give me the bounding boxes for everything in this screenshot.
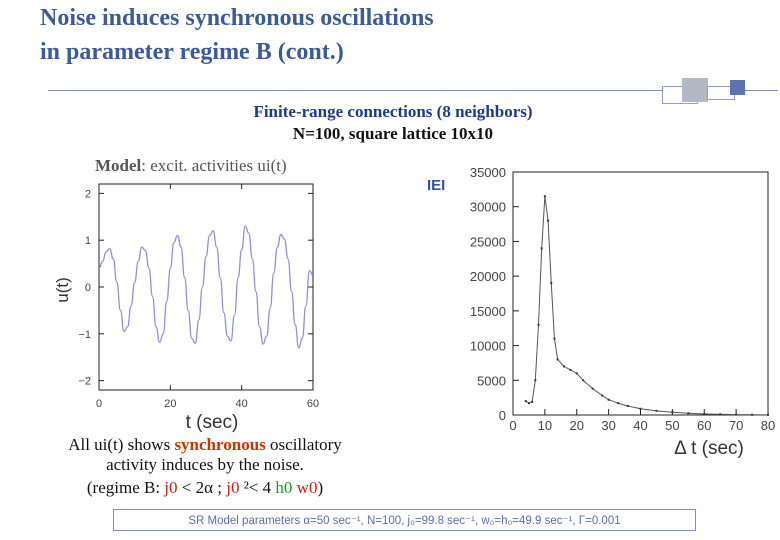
subtitle-lattice: N=100, square lattice 10x10: [292, 124, 494, 143]
iei-y-tick-label: 25000: [470, 234, 506, 249]
regime-open: (regime B:: [86, 478, 165, 497]
regime-j0-b: j0: [226, 478, 240, 497]
iei-data-point: [547, 219, 550, 222]
activity-y-tick-label: −1: [78, 329, 91, 341]
iei-data-point: [527, 402, 530, 405]
iei-data-point: [719, 413, 722, 416]
iei-data-point: [735, 413, 738, 416]
activity-plot-frame: [98, 183, 314, 391]
iei-data-point: [524, 400, 527, 403]
regime-close: ): [317, 478, 324, 497]
iei-data-point: [569, 368, 572, 371]
iei-chart: 0 5000 10000 15000 20000 25000 30000 35000 0 10 2…: [470, 165, 775, 459]
iei-data-point: [534, 379, 537, 382]
model-caption-rest: : excit. activities ui(t): [141, 156, 287, 175]
iei-data-point: [531, 400, 534, 403]
slide-title-line2: in parameter regime B (cont.): [40, 39, 344, 65]
iei-data-point: [626, 404, 629, 407]
iei-series-line: [525, 196, 769, 416]
iei-y-tick-label: 35000: [470, 165, 506, 180]
model-caption-bold: Model: [95, 156, 142, 175]
regime-w0: w0: [292, 478, 318, 497]
iei-data-point: [591, 387, 594, 390]
iei-data-point: [601, 394, 604, 397]
activity-x-tick-label: 20: [164, 398, 176, 410]
iei-x-tick-label: 10: [538, 418, 552, 433]
activity-y-tick-label: 0: [85, 282, 91, 294]
iei-data-point: [563, 365, 565, 368]
description-line1: All ui(t) shows synchronous oscillatory: [20, 435, 390, 455]
iei-x-tick-label: 80: [761, 418, 775, 433]
iei-data-point: [556, 358, 559, 361]
iei-data-point: [607, 398, 610, 401]
iei-y-tick-label: 20000: [470, 269, 506, 284]
iei-label: IEI: [427, 177, 446, 194]
synchronous-highlight: synchronous: [174, 435, 266, 454]
description-line1-end: oscillatory: [265, 435, 342, 454]
iei-data-point: [553, 337, 556, 340]
description-regime-condition: (regime B: j0 < 2α ; j0 ²< 4 h0 w0): [20, 478, 390, 498]
iei-data-point: [751, 413, 754, 416]
iei-data-point: [687, 412, 690, 415]
activity-y-tick-label: 1: [85, 235, 91, 247]
activity-y-axis-label: u(t): [53, 277, 72, 303]
activity-x-tick-label: 0: [96, 398, 102, 410]
regime-j0-a: j0: [164, 478, 178, 497]
iei-x-axis-label: Δ t (sec): [674, 438, 744, 459]
iei-data-point: [582, 379, 585, 382]
activity-x-tick-label: 60: [307, 398, 319, 410]
iei-data-point: [671, 411, 674, 414]
title-divider: [48, 90, 778, 91]
slide-title-line1: Noise induces synchronous oscillations: [40, 5, 434, 31]
description-line1-start: All ui(t) shows: [68, 435, 175, 454]
iei-x-tick-label: 70: [729, 418, 743, 433]
activity-y-tick-label: −2: [78, 376, 91, 388]
iei-x-tick-label: 0: [509, 418, 516, 433]
activity-series-line: [98, 225, 314, 349]
activity-chart: −2 −1 0 1 2 0 20 40 60 u(t) t (sec): [53, 183, 319, 433]
regime-condition-1: < 2α ;: [177, 478, 227, 497]
model-parameters-box: SR Model parameters α=50 sec⁻¹, N=100, j…: [113, 509, 696, 531]
iei-data-point: [703, 412, 706, 415]
iei-y-tick-label: 15000: [470, 304, 506, 319]
iei-data-point: [543, 195, 546, 198]
description-line2: activity induces by the noise.: [106, 455, 304, 474]
iei-x-tick-label: 20: [570, 418, 584, 433]
iei-x-tick-label: 50: [665, 418, 679, 433]
iei-y-tick-label: 5000: [477, 373, 506, 388]
subtitle-connections: Finite-range connections (8 neighbors): [253, 102, 533, 121]
iei-data-point: [655, 409, 658, 412]
iei-x-tick-label: 30: [601, 418, 615, 433]
iei-data-point: [537, 323, 540, 326]
model-caption: Model: excit. activities ui(t): [95, 156, 287, 176]
iei-data-point: [575, 372, 578, 375]
iei-y-tick-label: 0: [499, 408, 506, 423]
deco-square-blue: [730, 80, 745, 95]
iei-x-tick-label: 40: [633, 418, 647, 433]
iei-data-point: [540, 247, 543, 250]
regime-h0: h0: [275, 478, 293, 497]
iei-data-point: [639, 407, 642, 410]
iei-data-point: [617, 402, 620, 405]
iei-data-point: [767, 413, 769, 416]
activity-x-axis-label: t (sec): [186, 412, 239, 433]
iei-y-tick-label: 10000: [470, 339, 506, 354]
activity-y-tick-label: 2: [85, 188, 91, 200]
activity-x-tick-label: 40: [236, 398, 248, 410]
iei-data-point: [550, 282, 553, 285]
iei-x-tick-label: 60: [697, 418, 711, 433]
regime-condition-2: ²< 4: [239, 478, 276, 497]
iei-plot-frame: [512, 171, 769, 416]
iei-y-tick-label: 30000: [470, 200, 506, 215]
deco-square-gray: [682, 78, 708, 102]
